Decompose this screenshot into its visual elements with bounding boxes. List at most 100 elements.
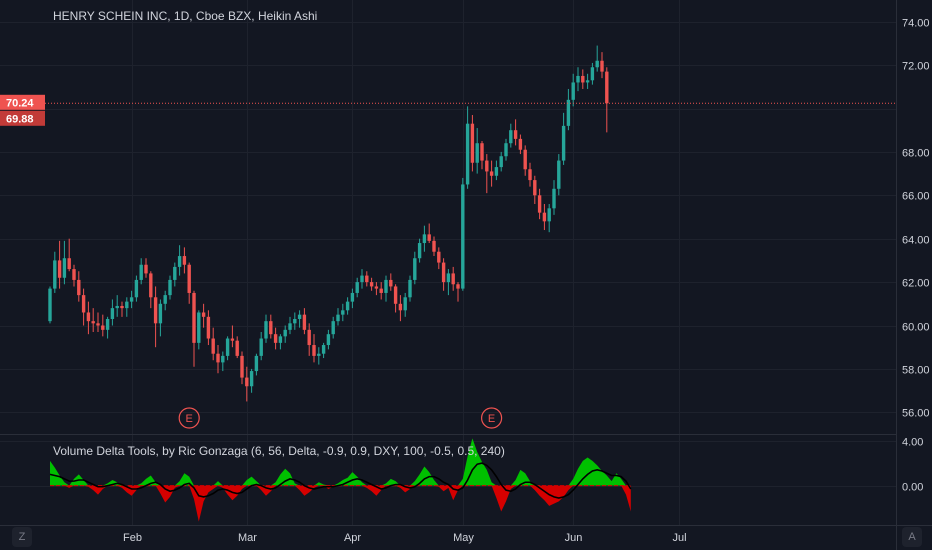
price-tick-label: 64.00 [902,235,930,247]
price-tick-label: 68.00 [902,148,930,160]
candle [552,180,556,215]
candle [446,269,451,296]
candle [605,67,609,133]
candle-body [336,314,340,322]
candle-body [485,160,489,172]
candle [581,69,585,89]
candle-body [168,279,172,296]
candle-body [182,256,187,265]
candle [393,284,398,313]
candle [312,334,316,363]
candle-body [408,279,412,298]
candle-body [341,310,345,315]
candle-body [360,275,364,283]
candle-body [254,355,259,372]
candle [456,282,460,302]
time-tick-label: Mar [238,532,257,544]
candle-body [350,292,355,302]
candle-body [432,240,436,252]
candle-body [470,123,475,163]
candle-body [77,279,81,296]
candle-body [221,355,225,363]
candle-body [288,323,292,330]
candle-body [518,138,523,150]
candle-body [345,301,350,311]
candle-body [605,71,609,104]
candle-body [523,149,527,170]
candle [537,188,542,220]
candle [278,334,283,350]
earnings-marker-circle [481,407,503,429]
candle [494,160,499,181]
candle-body [144,264,148,274]
candle-body [384,279,388,293]
candle [585,73,590,89]
candle-body [216,353,220,363]
time-tick-label: Jul [672,532,686,544]
candle-body [441,262,446,283]
candle [365,271,369,287]
candle-body [149,273,153,298]
candle [235,336,239,359]
candle-body [110,308,115,319]
candle-body [389,279,393,287]
volume-delta-area [49,438,632,522]
candle [561,112,566,165]
candle-body [321,345,326,354]
candle [326,329,331,350]
price-axis[interactable]: 74.0072.0070.0068.0066.0064.0062.0060.00… [902,18,930,420]
candle-body [413,258,417,280]
candle [307,323,311,356]
auto-scale-button[interactable]: A [902,527,922,547]
candle-body [552,188,556,209]
earnings-marker[interactable]: E [481,407,503,429]
earnings-marker[interactable]: E [178,407,200,429]
candle [437,247,441,270]
candle [53,251,57,293]
candle-body [48,288,52,322]
candle-body [201,312,206,317]
delta-axis[interactable]: 4.00 0.00 [902,437,923,494]
candle [576,67,580,92]
candle [81,288,86,326]
candle-body [513,130,518,139]
candle [163,290,167,311]
candle-body [437,251,441,263]
candle [105,316,110,339]
candle [182,247,187,274]
price-tags: 70.24 69.88 [0,94,45,126]
delta-negative-area [50,485,631,522]
candle-body [273,334,278,343]
price-tick-label: 74.00 [902,18,930,30]
candle [206,310,211,346]
time-axis[interactable]: Feb Mar Apr May Jun Jul [123,532,687,544]
candle-body [533,180,537,196]
candle-body [571,82,575,100]
candle [360,269,364,289]
candle [144,258,148,278]
candle-body [398,303,403,311]
price-tick-label: 62.00 [902,278,930,290]
candle [331,316,335,339]
candle [259,332,263,361]
candle [173,262,177,287]
candle-body [259,338,263,356]
candle [379,282,383,300]
candle [590,62,595,85]
time-tick-label: Apr [344,532,361,544]
candle [230,325,235,348]
candle [197,310,201,350]
candle-body [374,286,379,289]
candle [302,308,307,335]
candle-body [249,371,254,387]
candle-body [456,284,460,289]
candle [398,295,403,322]
candle [345,297,350,315]
candle [523,145,527,176]
timezone-button[interactable]: Z [12,527,32,547]
candle [384,275,388,302]
candle [264,314,268,343]
candle-body [326,334,331,346]
